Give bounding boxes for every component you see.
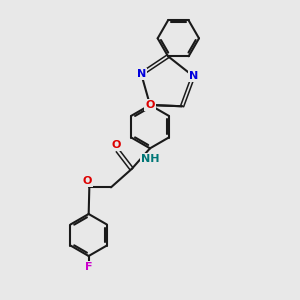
Text: O: O (111, 140, 121, 150)
Text: O: O (145, 100, 155, 110)
Text: N: N (137, 69, 146, 79)
Text: N: N (189, 71, 198, 81)
Text: F: F (85, 262, 92, 272)
Text: NH: NH (141, 154, 159, 164)
Text: O: O (83, 176, 92, 186)
